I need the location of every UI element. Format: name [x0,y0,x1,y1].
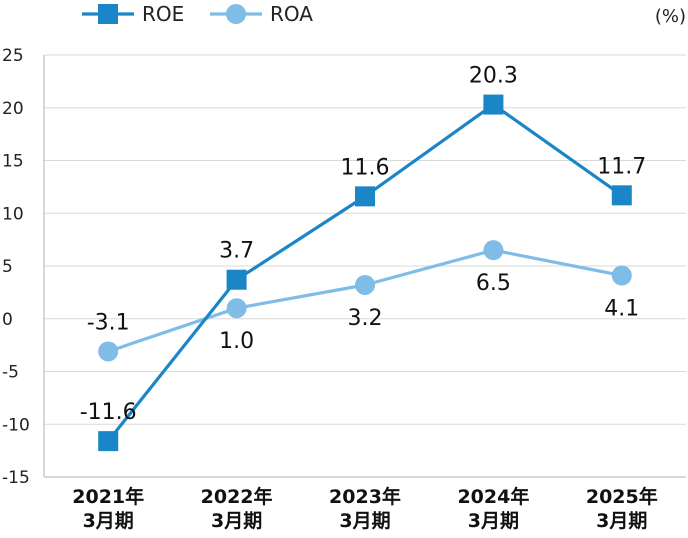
x-tick-label-line: 2025年 [586,485,658,508]
x-tick-label: 2024年 3月期 [457,485,529,532]
series-line-roa [107,248,623,353]
data-label-roe: 11.7 [597,154,646,179]
legend-label-roe: ROE [142,2,184,26]
unit-label: (%) [655,6,686,27]
legend-marker-roa [226,4,246,24]
data-point-roa [611,265,632,286]
x-tick-label: 2022年 3月期 [201,485,273,532]
x-tick-label-line: 3月期 [211,510,262,532]
data-labels: -11.6 3.7 11.6 20.3 11.7 -3.1 1.0 3.2 6.5 4.1 [80,64,647,426]
grid [44,54,686,478]
y-tick-label: 15 [2,152,24,172]
y-tick-label: 20 [2,99,24,119]
series-lines [98,94,632,452]
x-tick-label-line: 3月期 [596,510,647,532]
data-label-roe: 20.3 [469,64,518,89]
data-label-roa: 6.5 [476,271,511,296]
x-tick-label-line: 3月期 [339,510,390,532]
data-label-roe: 3.7 [219,239,254,264]
data-point-roa [226,298,247,319]
x-tick-label-line: 2022年 [201,485,273,508]
data-point-roe [98,431,119,452]
data-point-roe [483,94,504,115]
legend: ROE ROA [82,2,313,26]
x-tick-label-line: 3月期 [468,510,519,532]
x-tick-label: 2023年 3月期 [329,485,401,532]
y-tick-label: 5 [2,257,13,277]
data-label-roe: 11.6 [341,155,390,180]
data-label-roe: -11.6 [80,400,137,425]
data-point-roa [355,274,375,295]
x-tick-label-line: 2021年 [72,485,144,508]
data-point-roe [226,269,247,290]
x-tick-label-line: 2023年 [329,485,401,508]
data-point-roe [355,186,375,207]
data-point-roe [611,185,632,206]
y-tick-label: -10 [2,415,30,435]
data-label-roa: 3.2 [348,306,383,331]
y-tick-label: -5 [2,363,19,383]
x-tick-label-line: 2024年 [457,485,529,508]
y-tick-label: 0 [2,310,13,330]
data-label-roa: 1.0 [219,329,254,354]
y-tick-label: -15 [2,468,30,488]
data-label-roa: -3.1 [87,310,130,335]
data-label-roa: 4.1 [604,296,639,321]
x-tick-label-line: 3月期 [83,510,134,532]
y-tick-label: 25 [2,46,24,66]
x-tick-label: 2025年 3月期 [586,485,658,532]
y-tick-label: 10 [2,204,24,224]
legend-marker-roe [98,4,118,24]
data-point-roa [483,240,504,261]
legend-label-roa: ROA [270,2,313,26]
data-point-roa [98,341,119,362]
x-tick-label: 2021年 3月期 [72,485,144,532]
